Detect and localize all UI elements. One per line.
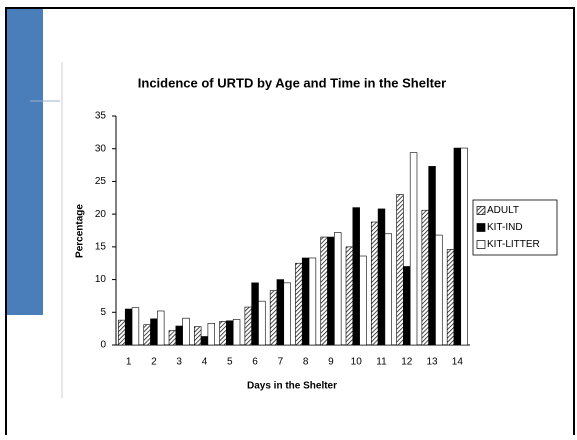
x-tick-label: 8 [303, 357, 309, 368]
legend-label: KIT-LITTER [487, 239, 540, 250]
bar [182, 317, 190, 346]
x-tick-label: 4 [202, 357, 208, 368]
bar [157, 310, 165, 346]
bar [446, 249, 455, 346]
bar [207, 323, 215, 346]
bar [435, 234, 443, 346]
legend-label: ADULT [487, 205, 519, 216]
bar [269, 290, 278, 346]
chart-title: Incidence of URTD by Age and Time in the… [138, 75, 446, 90]
bar [226, 320, 234, 346]
y-tick-label: 35 [95, 111, 107, 122]
x-tick-label: 9 [328, 357, 334, 368]
bar [352, 207, 360, 346]
bar [301, 257, 310, 346]
bar [124, 308, 133, 346]
x-tick-label: 3 [176, 357, 182, 368]
bar [377, 208, 386, 346]
bar [276, 279, 285, 346]
bar [327, 236, 335, 346]
x-tick-label: 1 [126, 357, 132, 368]
y-tick-label: 25 [95, 176, 107, 187]
bar [428, 166, 436, 346]
y-tick-label: 15 [95, 241, 107, 252]
y-axis-label: Percentage [75, 204, 86, 258]
bar [409, 152, 418, 346]
bar [334, 232, 342, 346]
bar [345, 246, 354, 346]
bar [131, 307, 140, 346]
legend-box [472, 199, 558, 256]
bar [244, 306, 252, 346]
bar [359, 255, 367, 346]
bar [283, 282, 291, 346]
bar [295, 262, 303, 346]
bar [168, 330, 177, 346]
legend-swatch [476, 206, 486, 215]
x-tick-label: 10 [351, 357, 363, 368]
x-tick-label: 11 [376, 357, 387, 368]
bar [150, 318, 158, 346]
bar [251, 282, 259, 346]
x-axis-label: Days in the Shelter [247, 381, 337, 392]
x-tick-label: 14 [452, 357, 464, 368]
bar [396, 194, 404, 346]
bar [143, 324, 151, 346]
legend-label: KIT-IND [487, 222, 523, 233]
bar [421, 209, 429, 346]
legend-swatch [476, 240, 486, 249]
x-tick-label: 6 [252, 357, 258, 368]
y-tick-label: 10 [95, 274, 107, 285]
bar [403, 266, 411, 346]
bar [200, 336, 209, 346]
bar [258, 300, 266, 346]
bar [194, 326, 202, 346]
bar [232, 319, 241, 346]
x-tick-label: 5 [227, 357, 233, 368]
accent-bar [7, 9, 43, 315]
x-tick-label: 2 [151, 357, 157, 368]
bar [308, 257, 317, 346]
y-tick-label: 0 [100, 340, 106, 351]
bar [219, 321, 227, 346]
bar [460, 147, 468, 346]
bar [175, 325, 183, 346]
bar [118, 319, 126, 346]
y-tick-label: 30 [95, 143, 107, 154]
bar [453, 147, 462, 346]
legend-swatch [476, 223, 486, 232]
bar [384, 233, 392, 346]
y-tick-label: 5 [100, 307, 106, 318]
x-tick-label: 13 [427, 357, 439, 368]
x-tick-label: 7 [278, 357, 284, 368]
x-tick-label: 12 [401, 357, 413, 368]
bar [320, 236, 328, 346]
y-tick-label: 20 [95, 209, 107, 220]
bar [370, 221, 379, 346]
